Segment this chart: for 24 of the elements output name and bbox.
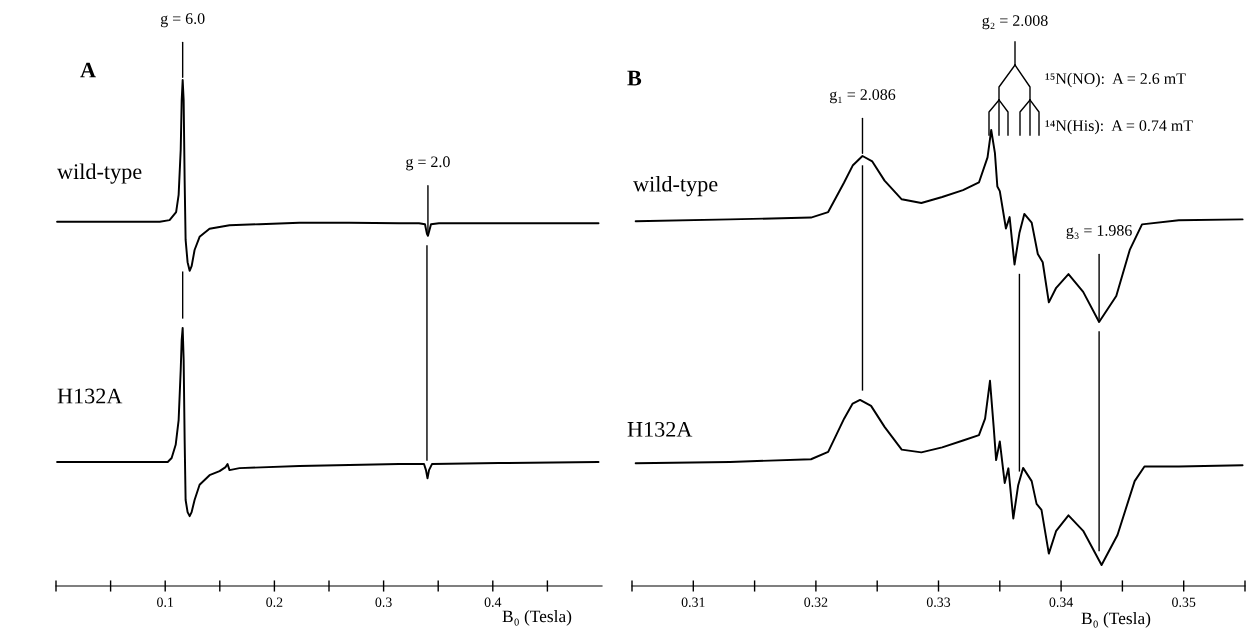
- text: A: [80, 62, 96, 78]
- annotation: g = 2.0: [406, 156, 450, 171]
- annotation: ¹⁴N(His): A = 0.74 mT: [1045, 119, 1193, 135]
- text: H132A: [57, 388, 123, 404]
- series-label: wild-type: [57, 163, 142, 184]
- annotation: g₃ = 1.986: [1066, 225, 1132, 240]
- x-tick-label: 0.3: [375, 597, 392, 607]
- x-tick-label: 0.35: [1172, 597, 1196, 607]
- text: g₂ = 2.008: [982, 15, 1048, 30]
- annotation: g₁ = 2.086: [829, 89, 896, 104]
- x-tick-label: 0.33: [926, 597, 951, 607]
- annotation: g = 6.0: [160, 13, 205, 28]
- text: ¹⁵N(NO): A = 2.6 mT: [1045, 72, 1186, 88]
- x-axis-title: B₀ (Tesla): [1081, 612, 1151, 628]
- series-label: wild-type: [633, 175, 718, 197]
- x-tick-label: 0.34: [1049, 597, 1074, 607]
- x-tick-label: 0.32: [804, 597, 828, 607]
- x-tick-label: 0.31: [681, 597, 705, 607]
- x-tick-label: 0.2: [266, 597, 283, 607]
- x-tick-label: 0.1: [157, 597, 174, 607]
- x-tick-label: 0.4: [484, 597, 502, 607]
- text: B: [627, 70, 642, 86]
- series-label: H132A: [627, 421, 693, 437]
- x-axis-title: B₀ (Tesla): [502, 610, 572, 626]
